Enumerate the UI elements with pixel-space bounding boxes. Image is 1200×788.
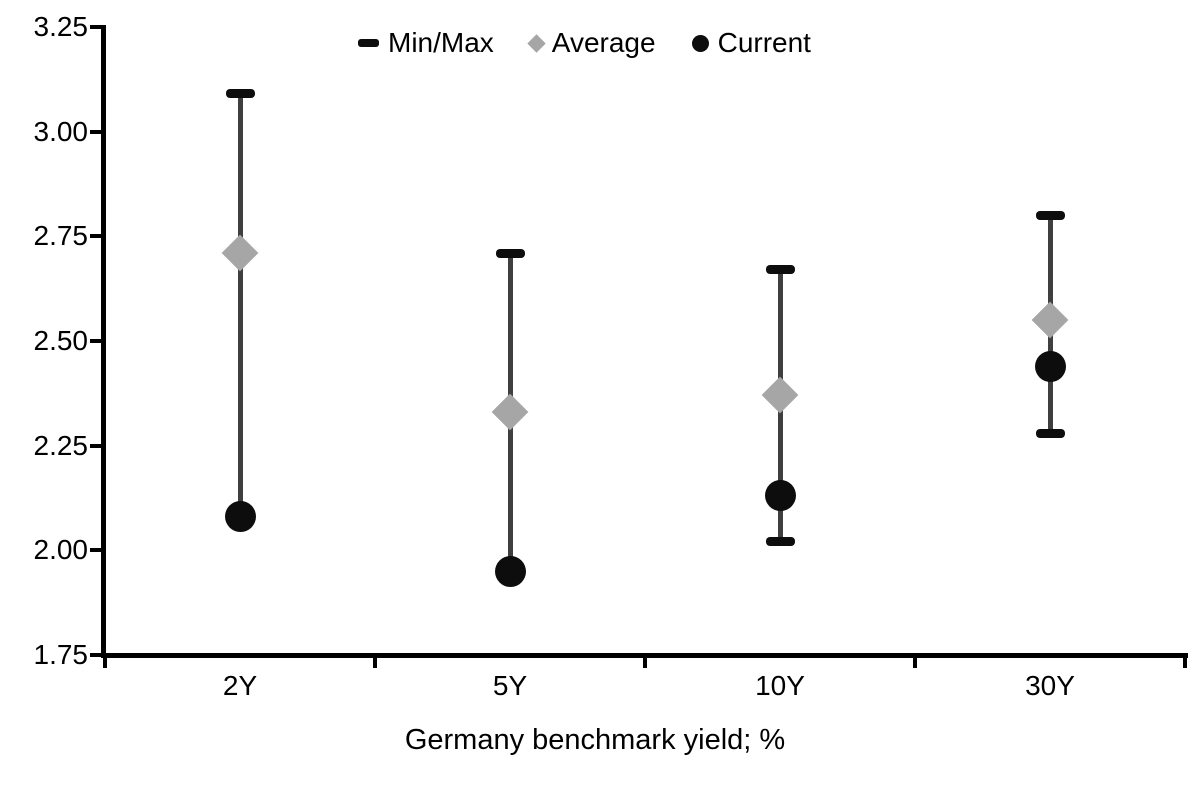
y-axis-tick-label: 1.75 (33, 639, 89, 670)
current-marker (1034, 350, 1066, 382)
average-marker (761, 377, 799, 414)
max-cap-marker (1035, 210, 1065, 220)
y-axis-line (101, 25, 106, 658)
minmax-range-line (237, 93, 243, 517)
y-axis-tick (90, 234, 102, 239)
x-axis-category-label: 10Y (755, 670, 805, 701)
legend-label-minmax: Min/Max (388, 27, 494, 58)
legend-label-current: Current (717, 27, 811, 58)
average-marker (221, 234, 259, 272)
x-axis-category-label: 30Y (1025, 670, 1075, 701)
average-marker (491, 393, 529, 431)
y-axis-tick-label: 2.00 (33, 534, 89, 566)
x-axis-tick (103, 656, 107, 668)
x-axis-tick (373, 656, 377, 668)
max-cap-marker (495, 248, 525, 258)
current-marker (764, 480, 796, 512)
y-axis-tick (90, 25, 102, 29)
circle-icon (691, 34, 709, 52)
x-axis-title: Germany benchmark yield; % (404, 724, 786, 756)
x-axis-tick (913, 656, 917, 668)
legend-item-current: Current (691, 27, 811, 58)
y-axis-tick (90, 129, 102, 134)
y-axis-tick-label: 2.25 (33, 429, 89, 461)
y-axis-tick (90, 653, 102, 657)
legend-label-average: Average (551, 27, 656, 58)
y-axis-tick-label: 3.25 (33, 11, 89, 42)
y-axis-tick (90, 443, 102, 448)
y-axis-tick-label: 2.50 (33, 325, 89, 356)
x-axis-tick (1183, 656, 1187, 668)
average-marker (1031, 301, 1069, 339)
diamond-icon (527, 33, 546, 53)
max-cap-marker (765, 265, 795, 275)
chart-legend: Min/Max Average Current (358, 28, 811, 58)
current-marker (224, 501, 256, 533)
dash-icon (358, 39, 379, 47)
x-axis-line (101, 653, 1188, 658)
min-cap-marker (1035, 428, 1065, 438)
y-axis-tick-label: 2.75 (33, 220, 89, 252)
legend-item-minmax: Min/Max (358, 28, 494, 58)
x-axis-category-label: 2Y (222, 670, 258, 701)
legend-item-average: Average (527, 27, 656, 58)
current-marker (494, 555, 526, 587)
y-axis-tick-label: 3.00 (33, 115, 89, 147)
y-axis-tick (90, 339, 102, 343)
y-axis-tick (90, 548, 102, 553)
x-axis-tick (643, 656, 647, 668)
max-cap-marker (225, 89, 255, 99)
min-cap-marker (765, 537, 795, 547)
x-axis-category-label: 5Y (492, 670, 528, 701)
